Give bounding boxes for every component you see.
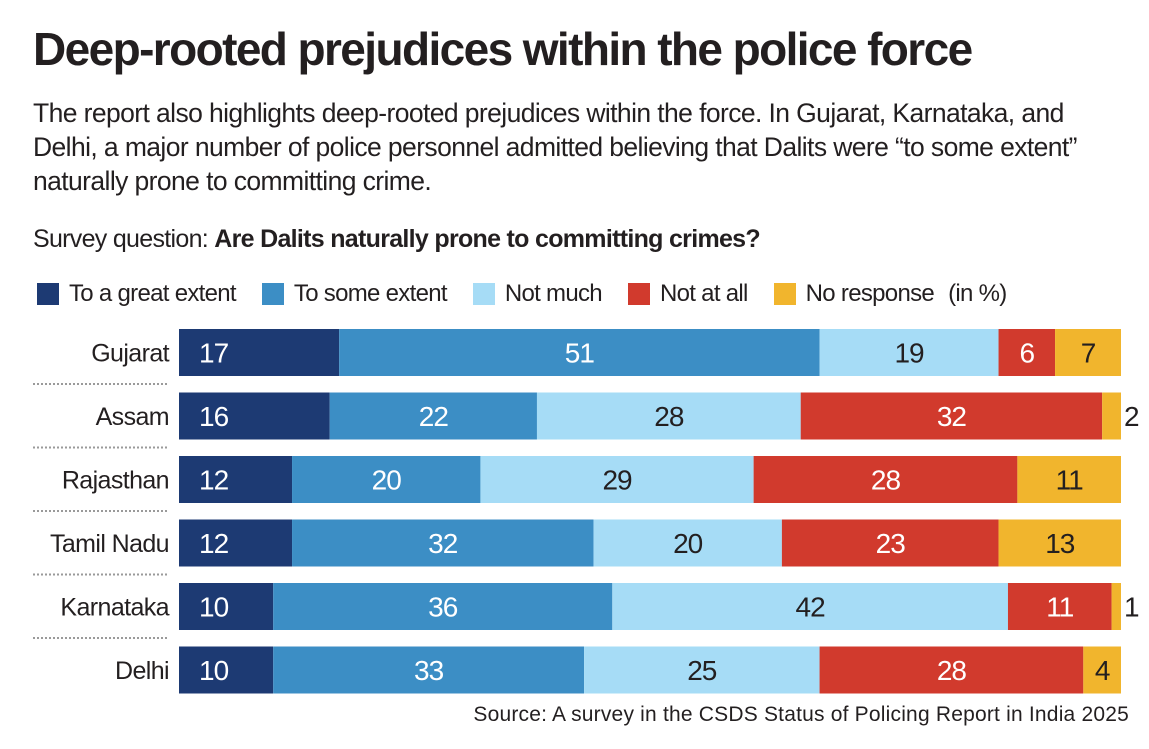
bar-segment [480,456,754,503]
data-label: 22 [419,401,449,432]
data-label: 42 [796,592,826,623]
category-label: Karnataka [60,594,169,622]
data-label: 4 [1095,655,1110,686]
bar-segment [179,583,274,630]
bar-segment [819,646,1084,694]
bar-segment [819,329,999,376]
legend-label-no-response: No response [805,280,935,307]
data-label: 28 [654,401,684,432]
data-label: 32 [428,528,458,559]
data-label: 20 [372,465,402,496]
bar-segment [1055,329,1121,376]
bar-row: Karnataka 10 36 42 11 1 [33,583,1140,639]
unit-label: (in %) [948,280,1007,307]
data-label: 25 [687,655,717,686]
data-label: 32 [937,401,967,432]
data-label: 36 [428,592,458,623]
data-label: 11 [1046,592,1073,623]
legend-item-some: To some extent [261,280,448,308]
source-note: Source: A survey in the CSDS Status of P… [473,703,1129,726]
data-label: 1 [1124,592,1139,623]
category-label: Rajasthan [62,467,169,495]
bar-row: Delhi 10 33 25 28 4 [115,646,1121,694]
data-label: 10 [199,655,229,686]
legend-item-not-much: Not much [472,280,603,308]
category-label: Assam [96,403,169,431]
bar-segment [1083,646,1121,694]
survey-question: Survey question: Are Dalits naturally pr… [33,225,761,254]
bar-row: Tamil Nadu 12 32 20 23 13 [33,519,1121,576]
bar-segment [292,456,481,503]
bar-segment [593,519,782,567]
bar-segment [329,392,537,440]
bar-segment [998,329,1056,376]
bar-segment [781,519,999,567]
bar-segment [1007,583,1112,630]
data-label: 20 [673,528,703,559]
data-label: 29 [602,465,632,496]
bar-segment [1111,583,1121,630]
bar-segment [179,392,330,440]
legend-item-not-at-all: Not at all [627,280,748,308]
chart-title: Deep-rooted prejudices within the police… [33,23,973,75]
data-label: 7 [1081,338,1096,369]
legend-label-great: To a great extent [69,280,237,307]
legend-swatch-not-much [472,283,495,305]
bar-segment [179,456,293,503]
bar-segment [753,456,1018,503]
legend-swatch-no-response [773,283,796,305]
data-label: 12 [199,465,229,496]
bar-segment [339,329,820,376]
bar-segment [584,646,820,694]
legend-label-some: To some extent [293,280,448,307]
legend: To a great extent To some extent Not muc… [37,278,1007,310]
bar-segment [292,519,594,567]
bar-segment [800,392,1103,440]
legend-item-no-response: No response [773,280,935,308]
data-label: 19 [894,338,924,369]
data-label: 2 [1124,401,1139,432]
data-label: 33 [414,655,444,686]
bar-segment [536,392,801,440]
bar-row: Gujarat 17 51 19 6 7 [33,329,1121,385]
bar-segment [1017,456,1121,503]
bar-segment [273,583,613,630]
data-label: 13 [1045,528,1075,559]
data-label: 12 [199,528,229,559]
legend-item-great: To a great extent [37,280,237,308]
bar-row: Assam 16 22 28 32 2 [33,392,1140,449]
data-label: 28 [871,465,901,496]
data-label: 6 [1020,338,1035,369]
category-label: Tamil Nadu [50,530,169,558]
survey-question-text: Are Dalits naturally prone to committing… [214,225,760,253]
data-label: 28 [937,655,967,686]
legend-label-not-much: Not much [504,280,603,307]
data-label: 23 [876,528,906,559]
category-label: Delhi [115,657,169,685]
survey-question-prefix: Survey question: [33,225,215,253]
bar-segment [273,646,585,694]
legend-label-not-at-all: Not at all [659,280,748,307]
bar-segment [179,519,293,567]
legend-swatch-not-at-all [627,283,650,305]
legend-swatch-some [261,283,284,305]
bar-segment [998,519,1121,567]
bar-row: Rajasthan 12 20 29 28 11 [33,456,1121,512]
bar-segment [612,583,1008,630]
data-label: 51 [565,338,595,369]
data-label: 17 [199,338,229,369]
category-label: Gujarat [91,340,169,368]
data-label: 10 [199,592,229,623]
legend-swatch-great [37,283,59,305]
intro-text: The report also highlights deep-rooted p… [33,98,1078,196]
data-label: 11 [1056,465,1083,496]
bar-segment [1102,392,1121,440]
bar-segment [179,646,274,694]
bar-segment [179,329,340,376]
data-label: 16 [199,401,229,432]
